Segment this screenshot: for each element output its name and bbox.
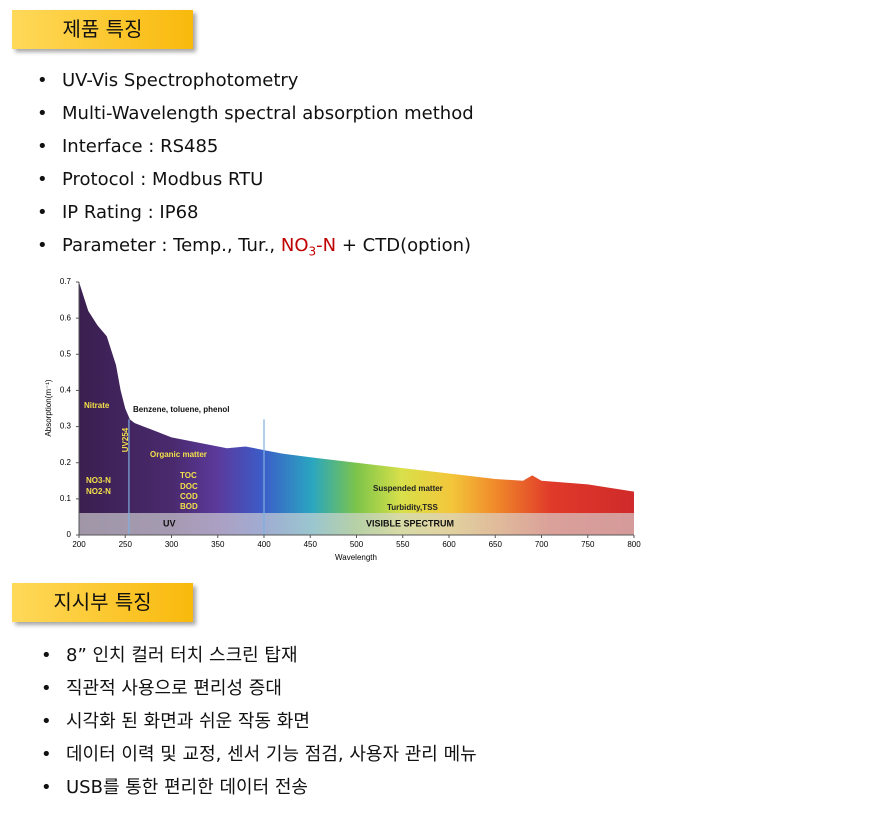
section-heading: 지시부 특징 bbox=[12, 583, 193, 622]
subscript: 3 bbox=[308, 244, 317, 259]
section-heading: 제품 특징 bbox=[12, 10, 193, 49]
annotation: Benzene, toluene, phenol bbox=[133, 405, 229, 414]
highlight: NO bbox=[280, 235, 309, 256]
x-tick-label: 200 bbox=[72, 540, 86, 549]
list-item: Multi-Wavelength spectral absorption met… bbox=[37, 97, 474, 130]
annotation: Suspended matter bbox=[373, 484, 443, 493]
x-tick-label: 400 bbox=[257, 540, 271, 549]
annotation: Organic matter bbox=[150, 450, 207, 459]
text: Parameter : Temp., Tur., bbox=[62, 235, 281, 256]
list-item: Protocol : Modbus RTU bbox=[37, 163, 474, 196]
x-tick-label: 500 bbox=[350, 540, 364, 549]
highlight: -N bbox=[316, 235, 337, 256]
x-tick-label: 450 bbox=[304, 540, 318, 549]
y-tick-label: 0.3 bbox=[60, 422, 72, 431]
y-tick-label: 0.7 bbox=[60, 277, 72, 286]
list-item: UV-Vis Spectrophotometry bbox=[37, 64, 474, 97]
list-item: 8” 인치 컬러 터치 스크린 탑재 bbox=[41, 639, 477, 672]
annotation: DOC bbox=[180, 482, 198, 491]
list-item: IP Rating : IP68 bbox=[37, 196, 474, 229]
annotation: Turbidity,TSS bbox=[387, 503, 438, 512]
list-item: 직관적 사용으로 편리성 증대 bbox=[41, 672, 477, 705]
x-tick-label: 600 bbox=[442, 540, 456, 549]
annotation: Nitrate bbox=[84, 401, 110, 410]
y-tick-label: 0.6 bbox=[60, 313, 72, 322]
annotation: NO2-N bbox=[86, 487, 111, 496]
list-item: 데이터 이력 및 교정, 센서 기능 점검, 사용자 관리 메뉴 bbox=[41, 738, 477, 771]
annotation: NO3-N bbox=[86, 476, 111, 485]
annotation: BOD bbox=[180, 502, 198, 511]
band-label: UV bbox=[163, 518, 176, 528]
annotation: UV254 bbox=[121, 427, 130, 452]
y-tick-label: 0.1 bbox=[60, 494, 72, 503]
y-tick-label: 0.4 bbox=[60, 386, 72, 395]
area bbox=[79, 282, 634, 535]
list-item: USB를 통한 편리한 데이터 전송 bbox=[41, 771, 477, 804]
chart: 200 250 300 350 400 450 500 550 600 650 700 750 800 0… bbox=[44, 277, 641, 562]
x-axis-label: Wavelength bbox=[335, 553, 377, 562]
x-tick-label: 650 bbox=[489, 540, 503, 549]
spectrum-band bbox=[79, 513, 634, 535]
feature-list: UV-Vis SpectrophotometryMulti-Wavelength… bbox=[37, 64, 474, 262]
x-tick-label: 750 bbox=[581, 540, 595, 549]
x-tick-label: 350 bbox=[211, 540, 225, 549]
text: + CTD(option) bbox=[336, 235, 472, 256]
y-axis-label: Absorption(m⁻¹) bbox=[44, 379, 53, 436]
y-tick-label: 0.5 bbox=[60, 349, 72, 358]
x-tick-label: 300 bbox=[165, 540, 179, 549]
y-tick-label: 0 bbox=[67, 530, 72, 539]
annotation: COD bbox=[180, 492, 198, 501]
y-tick-label: 0.2 bbox=[60, 458, 72, 467]
x-tick-label: 250 bbox=[119, 540, 133, 549]
x-tick-label: 800 bbox=[627, 540, 641, 549]
list-item: Interface : RS485 bbox=[37, 130, 474, 163]
x-tick-label: 700 bbox=[535, 540, 549, 549]
list-item: 시각화 된 화면과 쉬운 작동 화면 bbox=[41, 705, 477, 738]
band-label: VISIBLE SPECTRUM bbox=[366, 518, 454, 528]
x-tick-label: 550 bbox=[396, 540, 410, 549]
feature-list: 8” 인치 컬러 터치 스크린 탑재직관적 사용으로 편리성 증대시각화 된 화… bbox=[41, 639, 477, 804]
annotation: TOC bbox=[180, 471, 197, 480]
list-item: Parameter : Temp., Tur., NO3-N + CTD(opt… bbox=[37, 229, 474, 262]
